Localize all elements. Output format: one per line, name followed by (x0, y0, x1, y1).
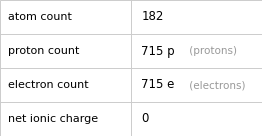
Text: 0: 0 (141, 112, 149, 126)
Text: (protons): (protons) (186, 46, 237, 56)
Text: net ionic charge: net ionic charge (8, 114, 98, 124)
Text: electron count: electron count (8, 80, 89, 90)
Text: 182: 182 (141, 10, 164, 24)
Text: proton count: proton count (8, 46, 79, 56)
Text: 715 e: 715 e (141, 78, 175, 92)
Text: (electrons): (electrons) (186, 80, 245, 90)
Text: atom count: atom count (8, 12, 72, 22)
Text: 715 p: 715 p (141, 44, 175, 58)
